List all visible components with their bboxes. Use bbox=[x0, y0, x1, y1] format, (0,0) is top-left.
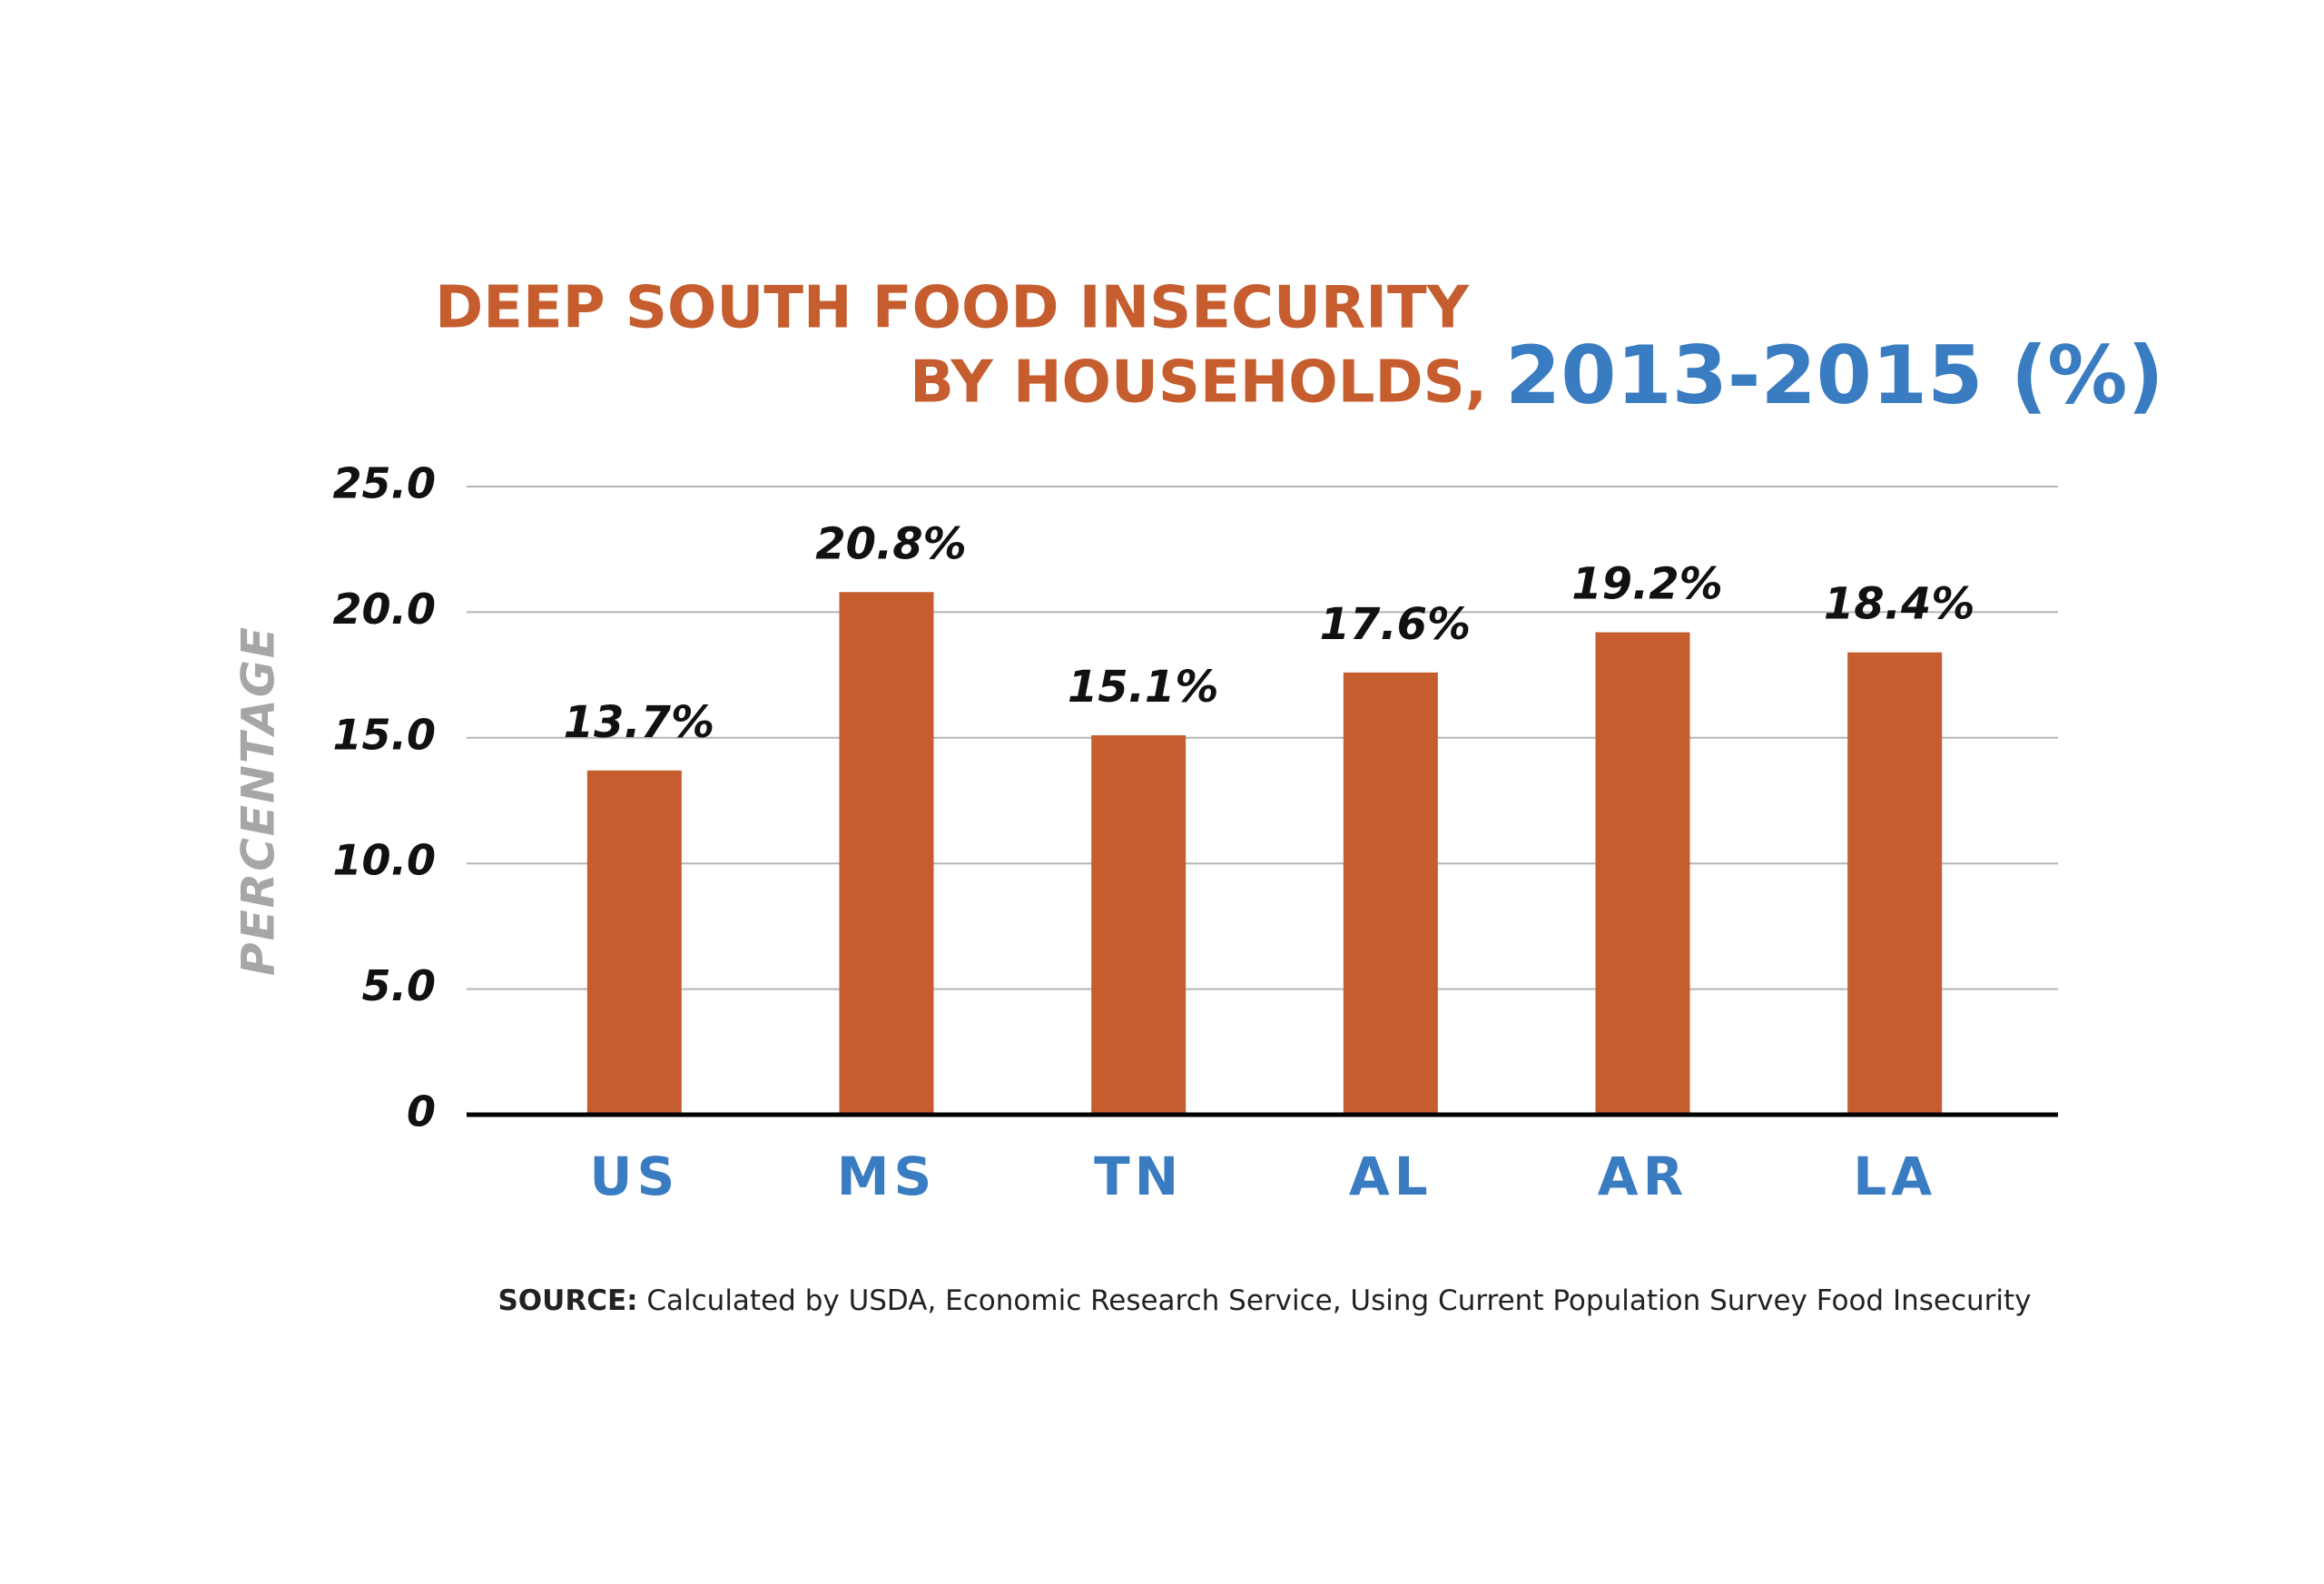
chart-title: BY HOUSEHOLDS, bbox=[910, 349, 1487, 417]
value-label: 19.2% bbox=[1571, 559, 1723, 610]
y-axis-label: PERCENTAGE bbox=[232, 625, 285, 976]
y-tick-label: 5.0 bbox=[362, 961, 437, 1010]
source-label: SOURCE: bbox=[497, 1284, 637, 1317]
value-label: 20.8% bbox=[815, 518, 967, 569]
bar bbox=[586, 770, 682, 1115]
chart-title: DEEP SOUTH FOOD INSECURITY bbox=[435, 275, 1470, 342]
x-tick-label: AR bbox=[1598, 1146, 1689, 1207]
bar bbox=[1847, 652, 1943, 1115]
x-tick-label: MS bbox=[837, 1146, 937, 1207]
source: SOURCE: Calculated by USDA, Economic Res… bbox=[497, 1284, 2031, 1317]
bar bbox=[1595, 632, 1690, 1115]
y-tick-label: 0 bbox=[407, 1087, 436, 1136]
x-tick-label: TN bbox=[1094, 1146, 1183, 1207]
value-label: 15.1% bbox=[1068, 662, 1219, 713]
chart-title: 2013-2015 (%) bbox=[1505, 329, 2164, 422]
y-tick-label: 10.0 bbox=[333, 836, 437, 885]
source-text: Calculated by USDA, Economic Research Se… bbox=[646, 1284, 2031, 1317]
x-tick-label: US bbox=[589, 1146, 679, 1207]
value-label: 13.7% bbox=[564, 697, 715, 748]
value-label: 18.4% bbox=[1824, 579, 1975, 630]
y-tick-label: 20.0 bbox=[333, 585, 437, 634]
bar bbox=[1343, 672, 1438, 1115]
x-tick-label: LA bbox=[1853, 1146, 1936, 1207]
y-tick-label: 25.0 bbox=[333, 459, 437, 508]
value-label: 17.6% bbox=[1320, 599, 1472, 650]
x-tick-label: AL bbox=[1349, 1146, 1433, 1207]
bar bbox=[1091, 735, 1187, 1115]
y-tick-label: 15.0 bbox=[333, 710, 437, 759]
bar bbox=[839, 592, 934, 1115]
